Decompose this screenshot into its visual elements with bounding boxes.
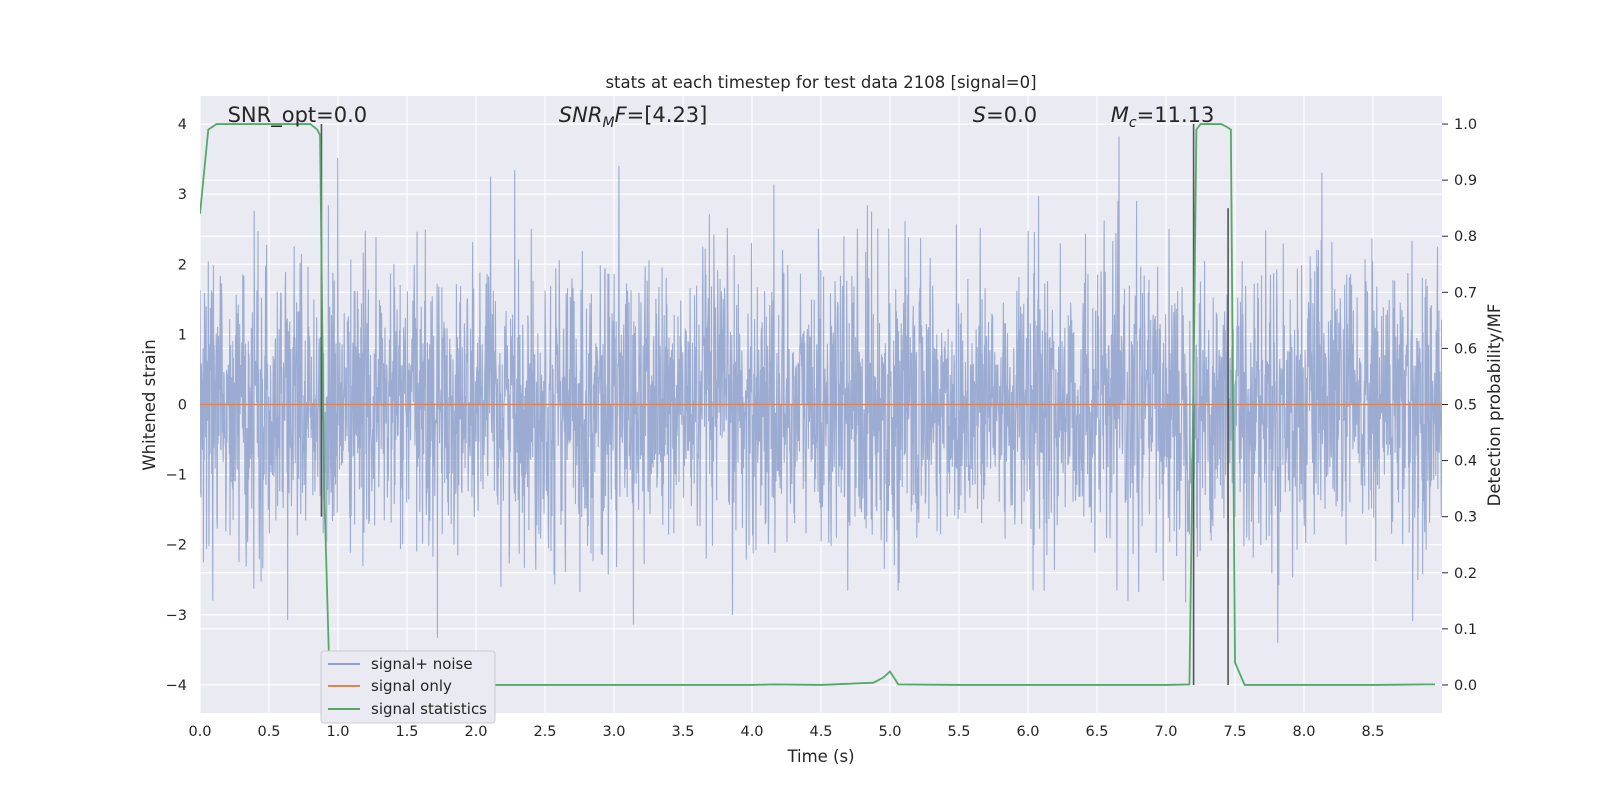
annotation-1: SNRMF=[4.23] — [559, 103, 708, 131]
x-tick-label-11: 5.5 — [947, 724, 970, 740]
y-left-tick-label-1: −3 — [166, 608, 187, 624]
y-right-tick-label-7: 0.7 — [1454, 285, 1477, 301]
y-left-tick-label-0: −4 — [166, 678, 187, 694]
y-right-tick-label-10: 1.0 — [1454, 117, 1477, 133]
legend-label-signal-plus-noise: signal+ noise — [371, 655, 473, 673]
y-axis-left-ticks: −4 −3 −2 −1 0 1 2 3 4 — [166, 117, 187, 694]
x-tick-label-5: 2.5 — [533, 724, 556, 740]
x-tick-label-16: 8.0 — [1292, 724, 1315, 740]
x-tick-label-15: 7.5 — [1223, 724, 1246, 740]
legend: signal+ noise signal only signal statist… — [320, 650, 496, 724]
x-tick-label-7: 3.5 — [671, 724, 694, 740]
y-left-tick-label-6: 2 — [178, 257, 187, 273]
y-right-tick-label-8: 0.8 — [1454, 229, 1477, 245]
y-left-tick-label-2: −2 — [166, 538, 187, 554]
y-right-tick-label-5: 0.5 — [1454, 398, 1477, 414]
x-tick-label-10: 5.0 — [878, 724, 901, 740]
x-tick-label-13: 6.5 — [1085, 724, 1108, 740]
y-right-tick-label-4: 0.4 — [1454, 454, 1477, 470]
x-tick-label-17: 8.5 — [1361, 724, 1384, 740]
signal-statistics-line — [200, 123, 1436, 686]
y-axis-right-label: Detection probability/MF — [1485, 304, 1504, 507]
y-left-tick-label-4: 0 — [178, 398, 187, 414]
y-right-tick-label-2: 0.2 — [1454, 566, 1477, 582]
y-left-tick-label-7: 3 — [178, 187, 187, 203]
x-axis-label: Time (s) — [786, 747, 854, 766]
x-tick-label-3: 1.5 — [395, 724, 418, 740]
series-signal-plus-noise — [200, 136, 1442, 643]
y-left-tick-label-8: 4 — [178, 117, 187, 133]
y-axis-right-ticks: 0.0 0.1 0.2 0.3 0.4 0.5 0.6 0.7 0.8 0.9 1.0 — [1442, 117, 1477, 694]
series-signal-statistics — [200, 123, 1436, 686]
x-tick-label-14: 7.0 — [1154, 724, 1177, 740]
legend-label-signal-statistics: signal statistics — [371, 700, 487, 718]
annotation-2: S=0.0 — [973, 103, 1037, 127]
legend-box — [320, 650, 496, 724]
y-right-tick-label-3: 0.3 — [1454, 510, 1477, 526]
annotations: SNR_opt=0.0 SNRMF=[4.23] S=0.0 Mc=11.13 — [228, 103, 1215, 131]
x-tick-label-2: 1.0 — [326, 724, 349, 740]
legend-label-signal-only: signal only — [371, 677, 452, 695]
noise-line — [200, 136, 1442, 643]
x-axis-ticks: 0.0 0.5 1.0 1.5 2.0 2.5 3.0 3.5 4.0 4.5 5.0 5.5 6.0 6… — [188, 724, 1384, 740]
y-right-tick-label-6: 0.6 — [1454, 341, 1477, 357]
x-tick-label-9: 4.5 — [809, 724, 832, 740]
y-axis-left-label: Whitened strain — [140, 339, 159, 470]
annotation-0: SNR_opt=0.0 — [228, 103, 368, 128]
y-right-tick-label-0: 0.0 — [1454, 678, 1477, 694]
y-left-tick-label-3: −1 — [166, 468, 187, 484]
x-tick-label-4: 2.0 — [464, 724, 487, 740]
annotation-3: Mc=11.13 — [1111, 103, 1215, 131]
x-tick-label-8: 4.0 — [740, 724, 763, 740]
y-right-tick-label-9: 0.9 — [1454, 173, 1477, 189]
x-tick-label-12: 6.0 — [1016, 724, 1039, 740]
x-tick-label-0: 0.0 — [188, 724, 211, 740]
y-left-tick-label-5: 1 — [178, 327, 187, 343]
x-tick-label-1: 0.5 — [257, 724, 280, 740]
x-tick-label-6: 3.0 — [602, 724, 625, 740]
y-right-tick-label-1: 0.1 — [1454, 622, 1477, 638]
chart-title: stats at each timestep for test data 210… — [605, 73, 1036, 92]
